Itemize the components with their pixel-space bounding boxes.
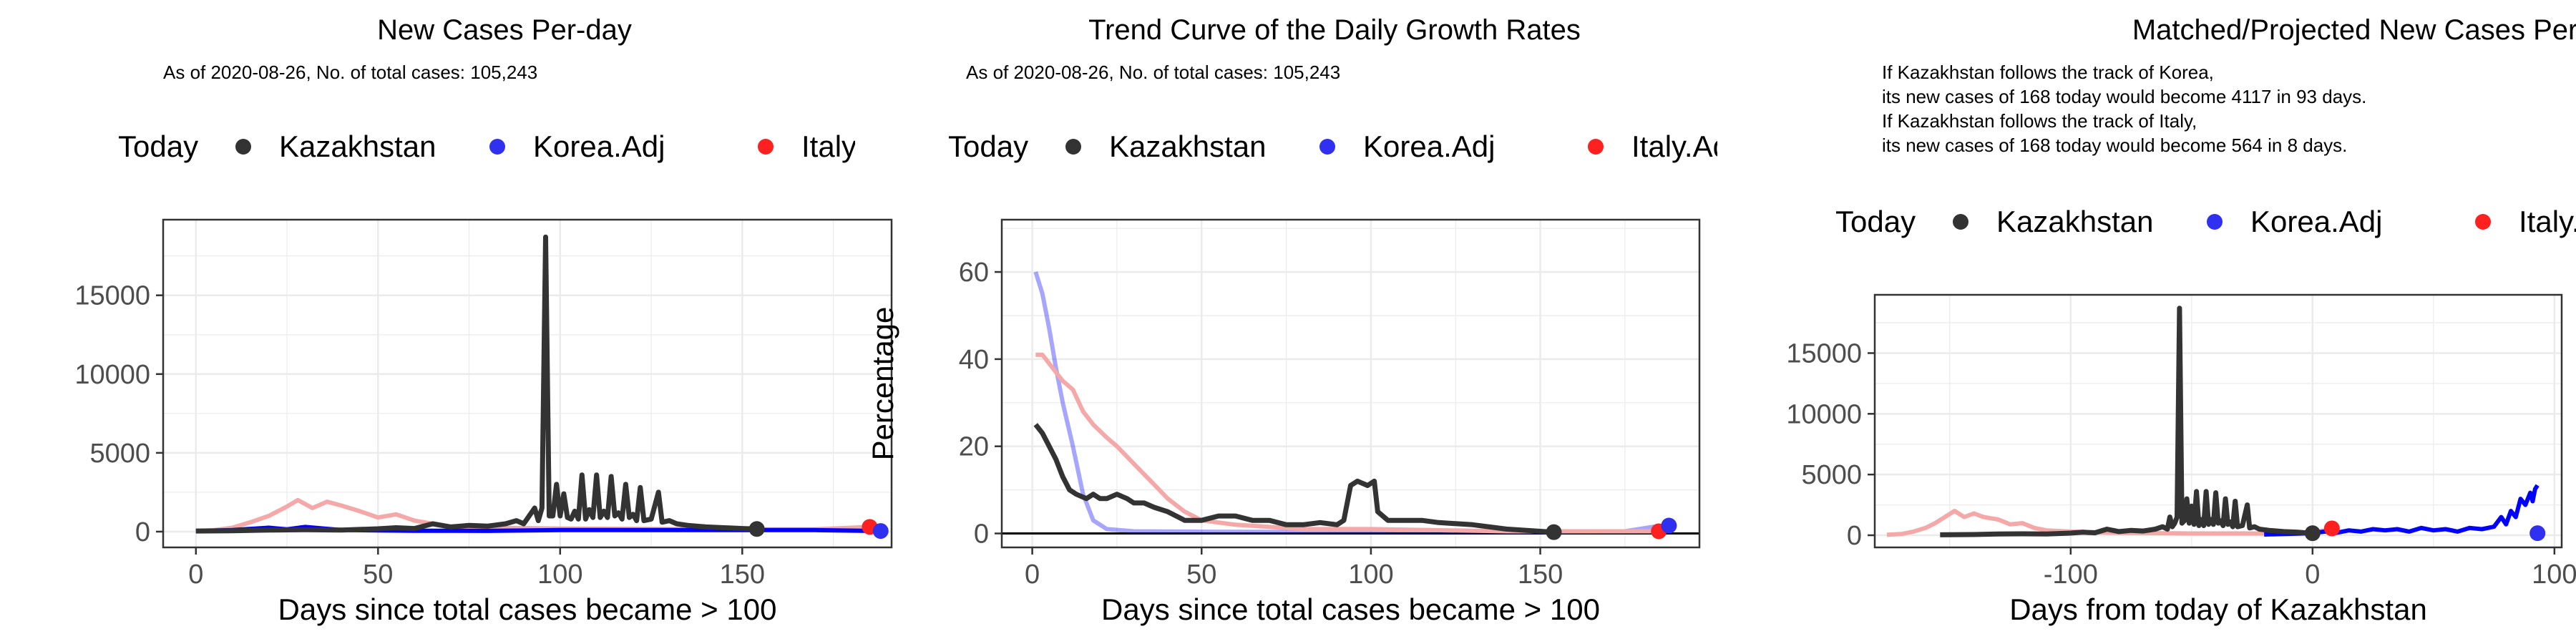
y-tick-label: 0: [135, 517, 150, 547]
x-tick-label: -100: [2044, 560, 2098, 590]
legend-label: Italy.Adj: [2519, 205, 2576, 238]
x-axis-label: Days since total cases became > 100: [1101, 592, 1600, 626]
legend-title: Today: [1835, 205, 1916, 238]
x-tick-label: 0: [1025, 560, 1040, 590]
y-tick-label: 5000: [1801, 460, 1862, 490]
series-line-kazakhstan: [195, 234, 757, 534]
panel-border: [1000, 218, 1701, 549]
legend-key-kazakhstan: [235, 139, 251, 155]
today-point-italy: [2323, 520, 2340, 537]
chart-subtitle-line: its new cases of 168 today would become …: [1882, 86, 2366, 107]
today-point-korea: [872, 523, 889, 540]
series-group: [1033, 271, 1669, 535]
y-tick-label: 5000: [89, 439, 150, 469]
x-tick-label: 100: [537, 560, 582, 590]
legend: Today Kazakhstan Korea.Adj Italy.Adj: [118, 130, 906, 163]
series-group: [195, 234, 881, 534]
x-tick-label: 0: [188, 560, 203, 590]
chart-title: Matched/Projected New Cases Per-day: [2132, 14, 2576, 46]
x-tick-label: 50: [1186, 560, 1216, 590]
y-tick-label: 10000: [74, 360, 150, 390]
panel-border: [1873, 293, 2563, 549]
legend-key-korea-adj: [2207, 214, 2223, 230]
legend-key-kazakhstan: [1065, 139, 1081, 155]
y-tick-label: 0: [1847, 521, 1862, 551]
x-tick-label: 100: [1348, 560, 1393, 590]
legend-key-korea-adj: [1319, 139, 1335, 155]
legend-label: Kazakhstan: [1996, 205, 2153, 238]
y-tick-label: 10000: [1786, 399, 1862, 429]
x-axis-label: Days from today of Kazakhstan: [2009, 592, 2427, 626]
x-tick-label: 100: [2532, 560, 2576, 590]
y-tick-label: 40: [959, 345, 989, 375]
chart-subtitle-line: If Kazakhstan follows the track of Korea…: [1882, 62, 2214, 83]
chart-subtitle-line: its new cases of 168 today would become …: [1882, 135, 2347, 156]
chart-subtitle-line: As of 2020-08-26, No. of total cases: 10…: [163, 62, 537, 83]
legend: Today Kazakhstan Korea.Adj Italy.Adj: [948, 130, 1736, 163]
legend: Today Kazakhstan Korea.Adj Italy.Adj: [1835, 205, 2576, 238]
x-tick-label: 50: [363, 560, 393, 590]
legend-key-kazakhstan: [1953, 214, 1968, 230]
x-tick-label: 0: [2305, 560, 2320, 590]
today-point-kazakhstan: [1546, 524, 1562, 540]
y-tick-label: 20: [959, 432, 989, 462]
y-axis-label: Percentage: [866, 307, 899, 461]
legend-label: Kazakhstan: [1109, 130, 1266, 163]
legend-title: Today: [948, 130, 1028, 163]
series-line-italy: [1886, 509, 2333, 537]
legend-key-korea-adj: [489, 139, 505, 155]
series-line-italy: [1035, 352, 1659, 534]
series-line-kazakhstan: [1033, 423, 1554, 535]
chart-subtitle-line: If Kazakhstan follows the track of Italy…: [1882, 110, 2197, 132]
chart-new-cases: New Cases Per-day As of 2020-08-26, No. o…: [74, 14, 906, 626]
chart-title: Trend Curve of the Daily Growth Rates: [1088, 14, 1581, 46]
y-tick-label: 15000: [74, 281, 150, 311]
legend-label: Italy.Adj: [801, 130, 906, 163]
today-point-kazakhstan: [2304, 525, 2321, 542]
legend-label: Kazakhstan: [279, 130, 436, 163]
today-point-korea: [1661, 517, 1677, 534]
chart-title: New Cases Per-day: [377, 14, 632, 46]
series-line-korea: [2264, 484, 2540, 537]
chart-subtitle-line: As of 2020-08-26, No. of total cases: 10…: [966, 62, 1340, 83]
panel-border: [162, 218, 893, 549]
x-axis-label: Days since total cases became > 100: [278, 592, 777, 626]
today-point-korea: [2529, 525, 2546, 542]
chart-growth-rates: Trend Curve of the Daily Growth Rates As …: [866, 14, 1736, 626]
y-tick-label: 60: [959, 258, 989, 288]
x-tick-label: 150: [1518, 560, 1563, 590]
y-tick-label: 0: [974, 519, 989, 550]
legend-key-italy-adj: [1588, 139, 1604, 155]
legend-label: Italy.Adj: [1631, 130, 1736, 163]
series-group: [1886, 306, 2540, 537]
legend-label: Korea.Adj: [1363, 130, 1495, 163]
y-tick-label: 15000: [1786, 338, 1862, 369]
series-line-kazakhstan: [1940, 306, 2313, 537]
today-point-kazakhstan: [748, 521, 765, 537]
series-line-korea: [1033, 271, 1669, 535]
chart-projected-cases: Matched/Projected New Cases Per-day If Ka…: [1786, 14, 2576, 626]
legend-title: Today: [118, 130, 198, 163]
x-tick-label: 150: [720, 560, 765, 590]
legend-label: Korea.Adj: [2250, 205, 2382, 238]
grid: [163, 220, 892, 547]
legend-key-italy-adj: [758, 139, 774, 155]
legend-label: Korea.Adj: [533, 130, 665, 163]
legend-key-italy-adj: [2475, 214, 2491, 230]
